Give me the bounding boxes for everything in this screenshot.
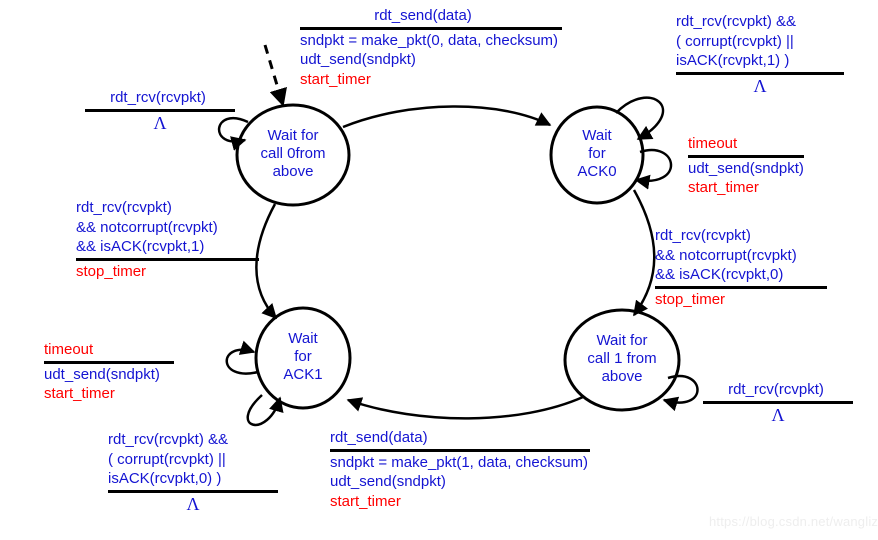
transition-action: udt_send(sndpkt) — [330, 473, 446, 490]
transition-action-lambda: Λ — [153, 112, 167, 133]
state-label-line: for — [588, 145, 606, 162]
transition-label-call1-rdt-rcv: rdt_rcv(rcvpkt) Λ — [703, 380, 853, 425]
state-label-line: above — [272, 163, 314, 180]
state-circle-wait-ack1 — [254, 306, 352, 410]
transition-divider-rule — [688, 154, 804, 158]
transition-condition-line: && isACK(rcvpkt,1) — [76, 238, 205, 255]
state-label-line: Wait — [288, 330, 318, 347]
edge-ack0-to-call1 — [632, 189, 656, 317]
transition-action: start_timer — [688, 179, 759, 196]
transition-condition: rdt_send(data) — [374, 7, 472, 24]
state-circle-wait-call0-above — [235, 103, 351, 207]
state-label-wait-ack0: Wait for ACK0 — [551, 127, 643, 181]
transition-condition-line: ( corrupt(rcvpkt) || — [676, 32, 794, 50]
self-loop-ack1-timeout — [225, 340, 259, 375]
transition-action: start_timer — [330, 492, 401, 510]
transition-action: udt_send(sndpkt) — [300, 51, 416, 68]
transition-condition-line: ( corrupt(rcvpkt) || — [108, 450, 226, 468]
transition-label-ack0-timeout: timeout udt_send(sndpkt) start_timer — [688, 134, 804, 198]
transition-action-lambda: Λ — [753, 75, 767, 96]
transition-condition-line: && isACK(rcvpkt,0) — [655, 266, 784, 283]
transition-action: sndpkt = make_pkt(0, data, checksum) — [300, 31, 559, 49]
transition-action: stop_timer — [76, 262, 147, 280]
transition-condition-line: rdt_rcv(rcvpkt) && — [676, 13, 797, 30]
transition-divider-rule — [703, 400, 853, 404]
transition-label-ack1-corrupt-isack0: rdt_rcv(rcvpkt) && ( corrupt(rcvpkt) || … — [108, 430, 278, 514]
transition-divider-rule — [85, 108, 235, 112]
state-circle-wait-ack0 — [549, 105, 645, 205]
self-loop-ack0-corrupt — [615, 96, 664, 141]
transition-divider-rule — [76, 257, 259, 261]
transition-action: udt_send(sndpkt) — [44, 365, 160, 383]
state-label-wait-call1-above: Wait for call 1 from above — [566, 332, 678, 386]
transition-condition-line: && notcorrupt(rcvpkt) — [76, 218, 218, 236]
initial-state-dashed-arrow — [263, 44, 287, 107]
state-label-wait-call0-above: Wait for call 0from above — [237, 127, 349, 181]
transition-condition-line: isACK(rcvpkt,0) ) — [108, 470, 222, 487]
transition-action-lambda: Λ — [771, 404, 785, 425]
transition-action: start_timer — [300, 70, 371, 88]
transition-divider-rule — [655, 285, 827, 289]
state-label-line: for — [294, 348, 312, 365]
transition-divider-rule — [676, 71, 844, 75]
state-label-line: Wait for — [267, 127, 319, 144]
watermark-text: https://blog.csdn.net/wanglizhi3733 — [709, 514, 878, 529]
transition-action: start_timer — [44, 385, 115, 402]
transition-divider-rule — [300, 26, 562, 30]
state-label-wait-ack1: Wait for ACK1 — [257, 330, 349, 384]
transition-label-bottom-rdt-send1: rdt_send(data) sndpkt = make_pkt(1, data… — [330, 428, 590, 511]
transition-condition-line: rdt_rcv(rcvpkt) — [655, 227, 751, 244]
state-label-line: call 0from — [260, 145, 326, 162]
transition-label-left-top-rdt-rcv: rdt_rcv(rcvpkt) Λ — [85, 88, 235, 133]
state-circle-wait-call1-above — [563, 308, 681, 412]
transition-divider-rule — [44, 360, 174, 364]
transition-label-ack1-timeout: timeout udt_send(sndpkt) start_timer — [44, 340, 174, 404]
transition-condition-line: rdt_rcv(rcvpkt) && — [108, 431, 229, 448]
state-label-line: ACK0 — [577, 163, 617, 180]
transition-condition: rdt_rcv(rcvpkt) — [110, 89, 206, 106]
transition-label-top-rdt-send0: rdt_send(data) sndpkt = make_pkt(0, data… — [300, 6, 562, 89]
state-label-line: ACK1 — [283, 366, 323, 383]
edge-call1-to-ack1 — [346, 395, 584, 420]
state-label-line: above — [601, 368, 643, 385]
transition-condition: rdt_send(data) — [330, 429, 428, 446]
self-loop-ack0-timeout — [634, 148, 673, 190]
transition-condition: timeout — [688, 135, 738, 152]
self-loop-call1-rdt-rcv — [662, 374, 699, 412]
transition-condition: timeout — [44, 341, 94, 358]
transition-condition: rdt_rcv(rcvpkt) — [728, 381, 824, 398]
transition-action-lambda: Λ — [186, 493, 200, 514]
transition-divider-rule — [330, 448, 590, 452]
state-label-line: Wait — [582, 127, 612, 144]
state-label-line: call 1 from — [587, 350, 657, 367]
transition-label-ack0-corrupt-isack1: rdt_rcv(rcvpkt) && ( corrupt(rcvpkt) || … — [676, 12, 844, 96]
transition-label-isack1-stop-timer: rdt_rcv(rcvpkt) && notcorrupt(rcvpkt) &&… — [76, 198, 259, 281]
transition-action: sndpkt = make_pkt(1, data, checksum) — [330, 453, 589, 471]
transition-condition-line: rdt_rcv(rcvpkt) — [76, 199, 172, 216]
transition-divider-rule — [108, 489, 278, 493]
state-label-line: Wait for — [596, 332, 648, 349]
transition-action: udt_send(sndpkt) — [688, 159, 804, 177]
transition-condition-line: && notcorrupt(rcvpkt) — [655, 246, 797, 264]
transition-action: stop_timer — [655, 290, 726, 308]
self-loop-ack1-corrupt — [246, 394, 284, 427]
transition-label-isack0-stop-timer: rdt_rcv(rcvpkt) && notcorrupt(rcvpkt) &&… — [655, 226, 827, 309]
edge-call0-to-ack0 — [342, 105, 552, 129]
transition-condition-line: isACK(rcvpkt,1) ) — [676, 52, 790, 69]
edge-call0-to-ack1 — [255, 203, 278, 320]
